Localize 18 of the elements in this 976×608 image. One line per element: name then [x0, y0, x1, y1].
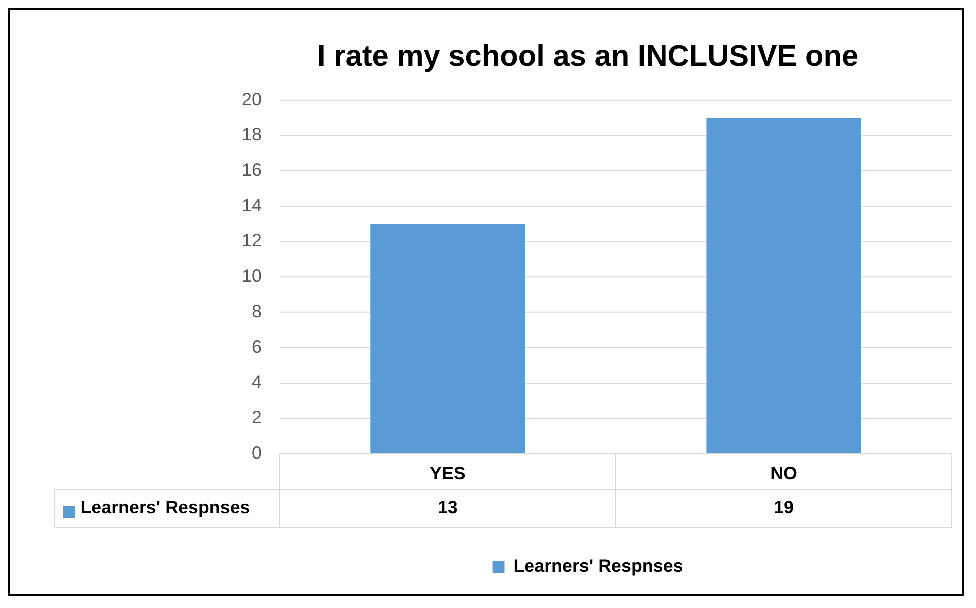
- data-label: 19: [774, 498, 794, 518]
- y-tick-label: 2: [252, 408, 262, 428]
- x-tick-label: YES: [430, 464, 466, 484]
- y-tick-label: 10: [242, 266, 262, 286]
- y-tick-label: 6: [252, 336, 262, 357]
- y-tick-label: 16: [242, 160, 262, 180]
- y-tick-label: 20: [242, 89, 262, 110]
- y-tick-label: 18: [242, 124, 262, 145]
- y-tick-label: 4: [252, 372, 262, 392]
- y-tick-label: 0: [252, 442, 262, 463]
- y-tick-label: 14: [242, 195, 262, 216]
- legend-label: Learners' Respnses: [514, 556, 684, 576]
- data-label: 13: [438, 498, 458, 518]
- y-tick-label: 8: [252, 301, 262, 322]
- chart-title: I rate my school as an INCLUSIVE one: [318, 40, 859, 73]
- x-tick-label: NO: [770, 464, 798, 484]
- text: Learners' Respnses: [80, 498, 250, 518]
- y-tick-label: 12: [242, 230, 262, 251]
